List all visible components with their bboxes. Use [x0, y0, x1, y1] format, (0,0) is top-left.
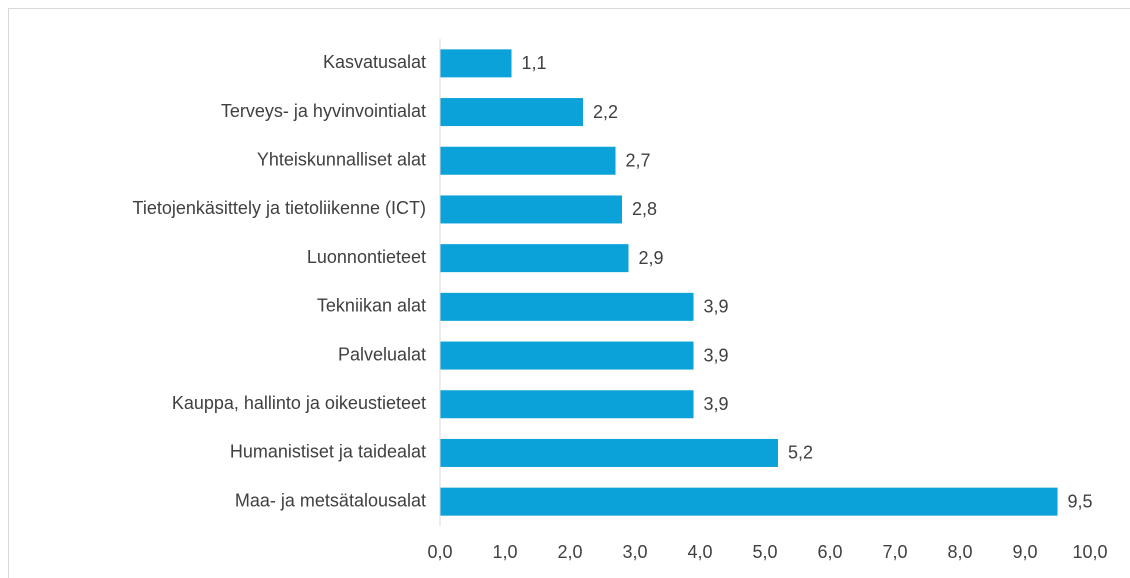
x-tick-label: 4,0 [687, 542, 712, 562]
bar [440, 292, 694, 321]
bar [440, 146, 616, 175]
value-label: 2,2 [593, 102, 618, 122]
value-label: 2,7 [626, 151, 651, 171]
bar [440, 98, 583, 127]
x-tick-label: 3,0 [622, 542, 647, 562]
chart-frame [8, 8, 1130, 578]
y-tick-label: Tietojenkäsittely ja tietoliikenne (ICT) [133, 198, 426, 218]
bar [440, 487, 1058, 516]
y-tick-label: Terveys- ja hyvinvointialat [221, 101, 426, 121]
y-tick-label: Palvelualat [338, 344, 426, 364]
value-label: 3,9 [704, 297, 729, 317]
x-tick-label: 8,0 [947, 542, 972, 562]
y-tick-label: Kauppa, hallinto ja oikeustieteet [172, 393, 426, 413]
bar [440, 49, 512, 78]
y-tick-label: Kasvatusalat [323, 52, 426, 72]
y-tick-label: Humanistiset ja taidealat [230, 442, 426, 462]
value-label: 2,8 [632, 199, 657, 219]
bar [440, 438, 778, 467]
value-label: 2,9 [639, 248, 664, 268]
x-tick-label: 7,0 [882, 542, 907, 562]
y-tick-label: Maa- ja metsätalousalat [235, 490, 426, 510]
y-tick-label: Luonnontieteet [307, 247, 426, 267]
value-label: 3,9 [704, 345, 729, 365]
x-tick-label: 1,0 [492, 542, 517, 562]
value-label: 3,9 [704, 394, 729, 414]
x-tick-label: 5,0 [752, 542, 777, 562]
bar [440, 195, 622, 224]
value-label: 9,5 [1068, 491, 1093, 511]
y-tick-label: Tekniikan alat [317, 296, 426, 316]
x-tick-label: 9,0 [1012, 542, 1037, 562]
x-tick-label: 2,0 [557, 542, 582, 562]
x-tick-label: 6,0 [817, 542, 842, 562]
value-label: 5,2 [788, 443, 813, 463]
x-tick-label: 10,0 [1072, 542, 1107, 562]
bar [440, 244, 629, 273]
bar [440, 390, 694, 419]
value-label: 1,1 [522, 53, 547, 73]
x-tick-label: 0,0 [427, 542, 452, 562]
bar [440, 341, 694, 370]
y-tick-label: Yhteiskunnalliset alat [257, 150, 426, 170]
